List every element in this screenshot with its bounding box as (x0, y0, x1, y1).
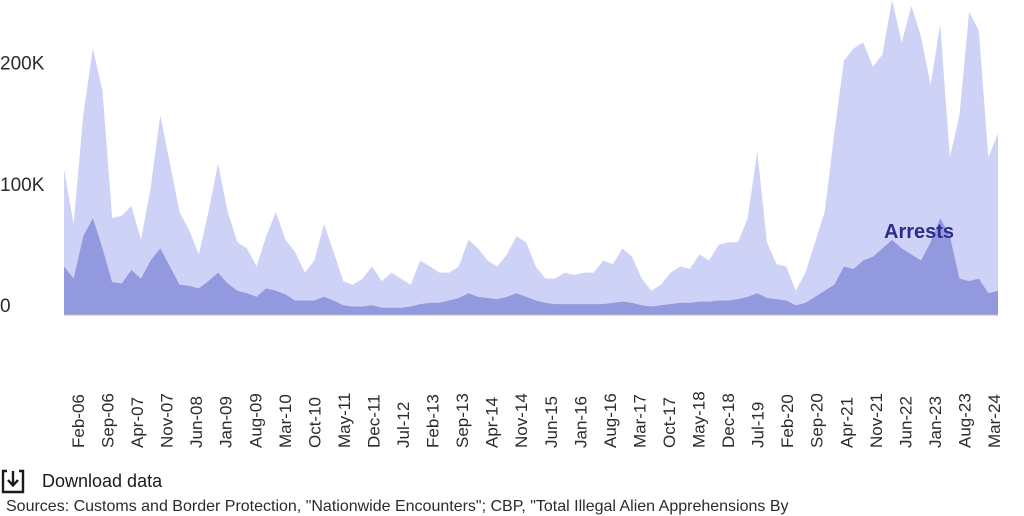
arrests-annotation: Arrests (884, 221, 954, 243)
x-tick-label: Feb-13 (424, 394, 443, 448)
y-tick-label: 0 (0, 296, 11, 317)
y-tick-label: 200K (0, 54, 45, 75)
x-tick-label: Apr-14 (483, 397, 502, 448)
x-tick-label: Nov-14 (512, 393, 531, 448)
x-axis-ticks: Feb-06 Sep-06 Apr-07 Nov-07 Jun-08 Jan-09 Aug-… (69, 391, 1004, 448)
x-tick-label: Oct-17 (660, 397, 679, 448)
background-series-area (64, 0, 998, 315)
x-tick-label: Apr-21 (837, 397, 856, 448)
x-tick-label: Oct-10 (305, 397, 324, 448)
x-tick-label: Nov-21 (867, 393, 886, 448)
x-tick-label: Sep-13 (453, 393, 472, 448)
x-tick-label: Jun-08 (187, 396, 206, 448)
x-tick-label: Sep-06 (99, 393, 118, 448)
download-icon (1, 469, 25, 494)
sources-note: Sources: Customs and Border Protection, … (6, 498, 789, 515)
x-tick-label: Mar-24 (985, 394, 1004, 448)
download-data-label: Download data (42, 470, 163, 491)
y-axis-ticks: 0 100K 200K (0, 54, 45, 317)
x-tick-label: Apr-07 (128, 397, 147, 448)
x-tick-label: Jan-16 (571, 396, 590, 448)
x-tick-label: Jun-22 (896, 396, 915, 448)
area-chart: 0 100K 200K Feb-06 Sep-06 Apr-07 Nov-07 Jun-08… (0, 0, 1004, 448)
x-tick-label: May-11 (335, 393, 354, 448)
x-tick-label: Jul-12 (394, 402, 413, 448)
x-tick-label: Jun-15 (542, 396, 561, 448)
x-tick-label: Aug-09 (246, 393, 265, 448)
x-tick-label: Jul-19 (749, 402, 768, 448)
x-tick-label: Dec-11 (365, 394, 384, 448)
x-tick-label: Mar-17 (630, 394, 649, 448)
download-data-button[interactable]: Download data (0, 466, 162, 496)
x-tick-label: Nov-07 (158, 393, 177, 448)
y-tick-label: 100K (0, 175, 45, 196)
x-tick-label: Dec-18 (719, 393, 738, 448)
x-tick-label: Feb-06 (69, 394, 88, 448)
x-tick-label: Aug-16 (601, 393, 620, 448)
arrests-series-area (64, 218, 998, 315)
x-tick-label: Sep-20 (808, 393, 827, 448)
x-tick-label: May-18 (690, 391, 709, 448)
x-tick-label: Aug-23 (956, 393, 975, 448)
x-tick-label: Jan-09 (217, 396, 236, 448)
series-areas (64, 0, 998, 315)
x-tick-label: Feb-20 (778, 394, 797, 448)
x-tick-label: Mar-10 (276, 394, 295, 448)
x-tick-label: Jan-23 (926, 396, 945, 448)
